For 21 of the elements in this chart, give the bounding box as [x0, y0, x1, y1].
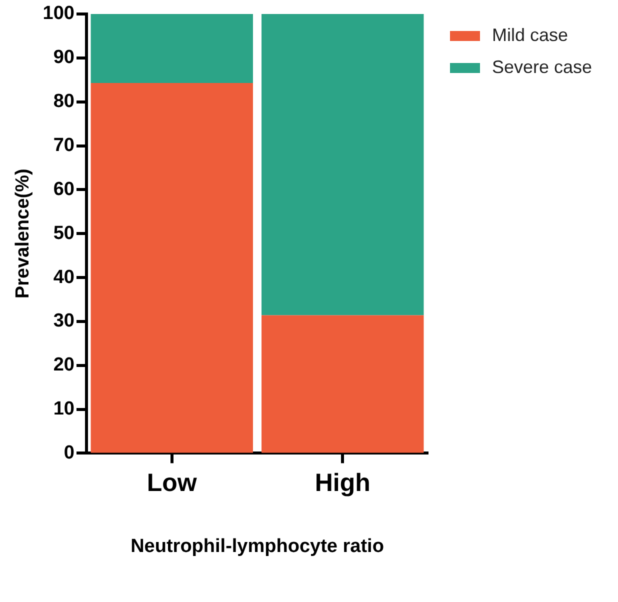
y-tick-label: 10: [53, 398, 74, 420]
bar: [262, 315, 424, 453]
legend-label: Severe case: [492, 56, 592, 77]
y-tick-label: 50: [53, 222, 74, 244]
y-tick-label: 20: [53, 354, 74, 376]
y-tick-label: 70: [53, 134, 74, 156]
legend-label: Mild case: [492, 24, 568, 45]
x-tick-label: Low: [146, 469, 198, 498]
bar: [90, 14, 253, 83]
y-tick-label: 100: [42, 3, 74, 24]
y-tick-label: 60: [53, 178, 74, 200]
y-tick-label: 80: [53, 91, 74, 112]
x-axis-title: Neutrophil-lymphocyte ratio: [130, 536, 384, 557]
y-axis-title: Prevalence(%): [12, 168, 34, 299]
y-tick-label: 90: [53, 47, 74, 68]
bar: [90, 82, 253, 453]
y-tick-label: 30: [53, 310, 74, 332]
x-tick-label: High: [314, 469, 370, 498]
y-tick-label: 40: [53, 266, 74, 288]
y-tick-label: 0: [64, 442, 74, 464]
bar: [262, 14, 424, 316]
